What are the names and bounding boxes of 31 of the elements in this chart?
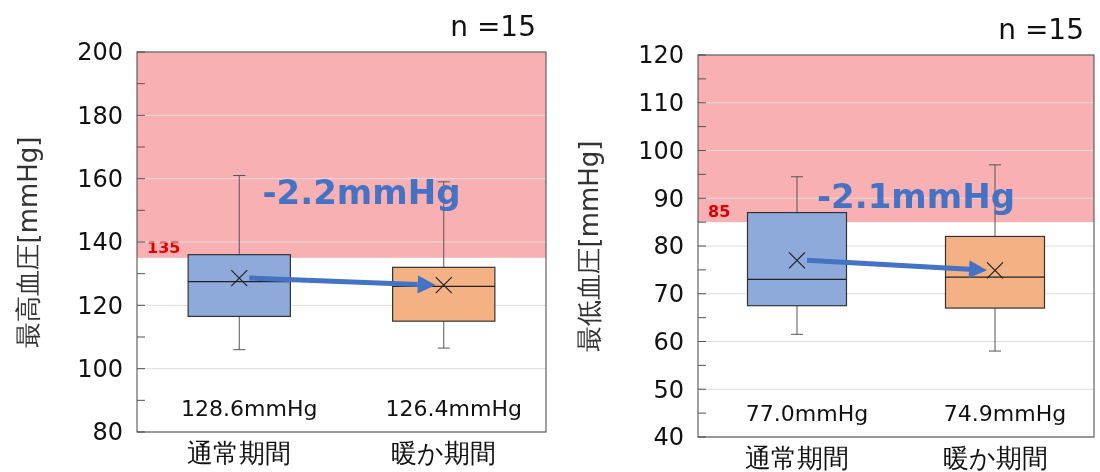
x-tick-label: 暖か期間 [942,443,1048,472]
annotation: -2.1mmHg [817,175,1015,216]
x-tick-label: 通常期間 [187,438,292,468]
y-tick-label: 70 [653,280,684,309]
y-tick-label: 80 [653,232,684,261]
y-tick-label: 40 [653,423,684,452]
y-tick-label: 100 [77,355,123,384]
annotation: 126.4mmHg [385,396,522,421]
y-axis-title: 最低血圧[mmHg] [574,140,604,352]
y-tick-label: 100 [638,136,684,165]
band-label: 85 [708,202,731,222]
y-axis-title: 最高血圧[mmHg] [13,136,43,348]
x-tick-label: 通常期間 [745,443,849,472]
y-tick-label: 80 [92,418,123,447]
text: n =15 [998,13,1084,46]
y-tick-label: 60 [653,327,684,356]
y-tick-label: 110 [638,89,684,118]
text: n =15 [450,10,536,43]
annotation: 128.6mmHg [181,396,318,421]
y-tick-label: 120 [77,291,123,320]
annotation: 74.9mmHg [943,401,1067,426]
y-tick-label: 50 [653,375,684,404]
y-tick-label: 180 [77,101,123,130]
y-tick-label: 200 [77,38,123,67]
band-label: 135 [147,237,181,257]
y-tick-label: 120 [638,41,684,70]
y-tick-label: 90 [653,184,684,213]
x-tick-label: 暖か期間 [391,438,497,468]
y-tick-label: 160 [77,165,123,194]
y-tick-label: 140 [77,228,123,257]
annotation: 77.0mmHg [745,401,869,426]
